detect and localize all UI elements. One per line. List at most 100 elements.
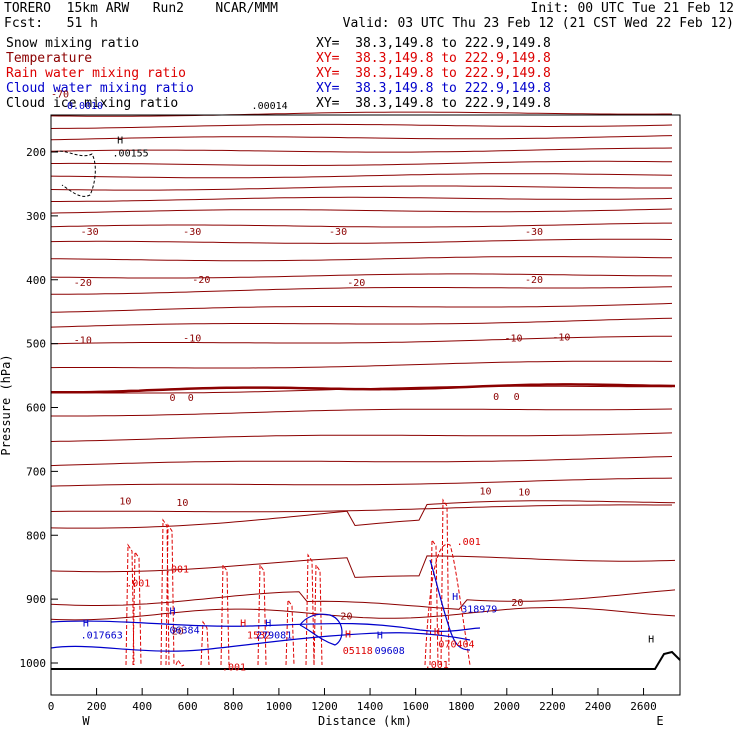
temperature-label: 10 [176, 498, 188, 509]
temperature-label: 20 [340, 612, 352, 623]
contour-labels: -70 -30 -30 -30 -30 -20 -20 -20 -20 -10 -10 -10 -10 0… [51, 90, 654, 674]
isotherm [50, 335, 673, 345]
x-tick-label: 1800 [448, 700, 475, 713]
temperature-label: -30 [183, 227, 201, 238]
rain-label: .001 [222, 663, 246, 674]
isotherm-lower [50, 555, 676, 578]
x-tick-label: 400 [132, 700, 152, 713]
cloud-water-label: 279081 [256, 631, 292, 642]
x-tick-label: 2400 [585, 700, 612, 713]
temperature-label: 10 [518, 488, 530, 499]
isotherm [50, 135, 673, 141]
rain-contours [125, 498, 471, 667]
rain-contour [440, 498, 450, 666]
y-tick-label: 800 [26, 529, 46, 542]
cloud-water-contours [50, 559, 481, 652]
rain-label: 1532 [247, 631, 271, 642]
temperature-label: 0 [514, 392, 520, 403]
rain-label: .001 [425, 660, 449, 671]
rain-contour [160, 518, 170, 666]
isotherm [51, 196, 673, 202]
temperature-label: -10 [183, 334, 201, 345]
snow-label: .00014 [252, 101, 288, 112]
isotherm [50, 360, 672, 369]
temperature-label: 20 [511, 598, 523, 609]
max-marker: H [83, 619, 89, 630]
temperature-label: -70 [51, 90, 69, 101]
temperature-label: 10 [479, 486, 491, 497]
x-tick-label: 1600 [402, 700, 429, 713]
cloud-water-contour [429, 559, 471, 651]
isotherm [50, 123, 673, 129]
rain-label: .001 [165, 564, 189, 575]
west-label: W [82, 714, 90, 728]
isotherm [50, 302, 673, 313]
rain-label: 05118 [343, 646, 373, 657]
max-marker: H [265, 619, 271, 630]
cloud-water-label: 0.0010 [67, 101, 103, 112]
isotherm [50, 222, 672, 228]
isotherm [51, 160, 673, 167]
x-tick-label: 1200 [311, 700, 338, 713]
legend-cloud-ice-xy: XY= 38.3,149.8 to 222.9,149.8 [316, 96, 551, 111]
temperature-label: -20 [74, 278, 92, 289]
x-tick-label: 2200 [539, 700, 566, 713]
temperature-label: 0 [493, 392, 499, 403]
terrain-line [51, 650, 681, 670]
legend-cloud-water: Cloud water mixing ratio [6, 81, 194, 96]
cloud-water-label: .017663 [81, 631, 123, 642]
max-marker: H [170, 606, 176, 617]
rain-contour [132, 550, 142, 666]
cloud-water-label: 09608 [375, 646, 405, 657]
x-tick-label: 2600 [630, 700, 657, 713]
isotherm [50, 504, 672, 513]
legend-temperature: Temperature [6, 51, 93, 66]
max-marker: H [434, 627, 440, 638]
y-tick-label: 600 [26, 402, 46, 415]
isotherm [50, 185, 672, 191]
forecast-hour: Fcst: 51 h [4, 16, 98, 31]
terrain [51, 650, 681, 670]
rain-contour [424, 543, 471, 666]
rain-label: .001 [457, 537, 481, 548]
temperature-label: -10 [505, 334, 523, 345]
cloud-water-contour [50, 632, 471, 652]
rain-contour [200, 620, 210, 666]
valid-time: Valid: 03 UTC Thu 23 Feb 12 (21 CST Wed … [342, 16, 734, 31]
x-tick-label: 1400 [357, 700, 384, 713]
axes: 0 200 400 600 800 1000 1200 1400 1600 1800 2000 220… [20, 146, 657, 713]
isotherm [50, 317, 673, 328]
rain-contour [305, 553, 315, 666]
init-time: Init: 00 UTC Tue 21 Feb 12 [530, 1, 735, 16]
model-title: TORERO 15km ARW Run2 NCAR/MMM [4, 1, 278, 16]
snow-contours [54, 150, 96, 197]
isotherm [50, 208, 673, 214]
snow-contour [54, 150, 96, 197]
isotherm [50, 147, 673, 153]
temperature-label: -20 [347, 278, 365, 289]
isotherm [50, 238, 673, 244]
max-marker: H [648, 635, 654, 646]
isotherm [51, 256, 673, 262]
max-marker: H [377, 631, 383, 642]
rain-label: 070404 [438, 640, 474, 651]
temperature-label: -10 [552, 332, 570, 343]
isotherm [50, 477, 673, 487]
y-tick-label: 400 [26, 274, 46, 287]
legend-temperature-xy: XY= 38.3,149.8 to 222.9,149.8 [316, 51, 551, 66]
x-tick-label: 800 [223, 700, 243, 713]
y-tick-label: 700 [26, 465, 46, 478]
x-tick-label: 1000 [266, 700, 293, 713]
cloud-water-contour [299, 613, 343, 646]
x-tick-label: 0 [48, 700, 55, 713]
x-axis-label: Distance (km) [318, 714, 412, 728]
max-marker: H [452, 592, 458, 603]
rain-contour [165, 523, 175, 666]
max-marker: H [240, 619, 246, 630]
y-tick-label: 500 [26, 338, 46, 351]
max-marker: H [117, 136, 123, 147]
rain-contour [429, 538, 439, 666]
isotherm-lower [50, 589, 676, 610]
y-tick-label: 300 [26, 210, 46, 223]
isotherm [50, 432, 673, 442]
